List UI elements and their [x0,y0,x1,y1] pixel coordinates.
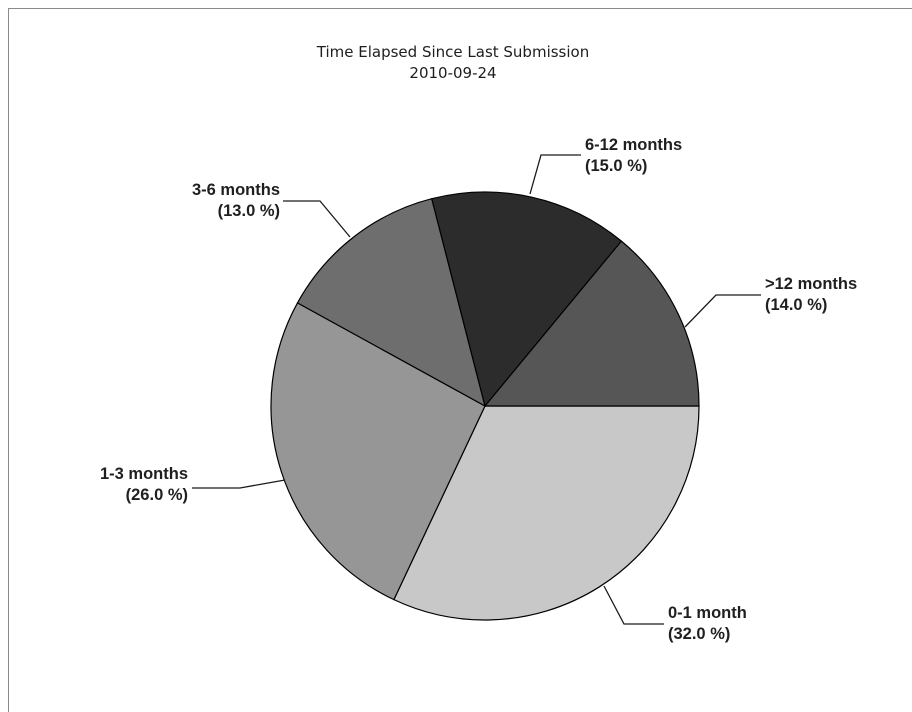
pie-slice-0-1-month [393,405,700,621]
slice-label: 6-12 months [585,136,682,154]
pie-slice-6-12-months [431,191,623,407]
slice-percent-label: (13.0 %) [218,202,280,220]
pie-slice-3-6-months [296,198,486,407]
chart-subtitle: 2010-09-24 [409,64,496,82]
slice-percent-label: (26.0 %) [126,486,188,504]
slice-labels: 0-1 month (32.0 %) 1-3 months (26.0 %) 3-6 m… [100,136,857,643]
leader-line [603,585,664,625]
leader-line [529,154,581,195]
pie-slice-12-months [484,240,700,407]
leader-lines [192,154,761,625]
pie-slices [270,191,700,621]
leader-line [283,200,351,238]
slice-percent-label: (32.0 %) [668,625,730,643]
slice-percent-label: (15.0 %) [585,157,647,175]
slice-percent-label: (14.0 %) [765,296,827,314]
slice-label: >12 months [765,275,857,293]
chart-title: Time Elapsed Since Last Submission [316,43,589,61]
leader-line [192,479,286,489]
slice-label: 0-1 month [668,604,747,622]
slice-label: 1-3 months [100,465,188,483]
slice-label: 3-6 months [192,181,280,199]
leader-line [684,294,761,328]
